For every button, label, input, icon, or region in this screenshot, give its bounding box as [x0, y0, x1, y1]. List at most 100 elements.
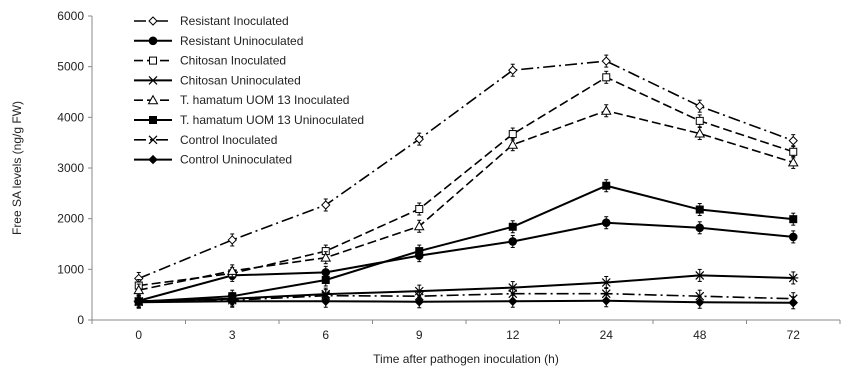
legend-label: T. hamatum UOM 13 Uninoculated — [180, 113, 364, 127]
legend-label: Resistant Inoculated — [180, 14, 289, 28]
legend-item-3: Chitosan Uninoculated — [134, 73, 301, 87]
series-line — [138, 109, 794, 291]
x-tick-label: 72 — [787, 328, 801, 342]
y-tick-label: 1000 — [57, 262, 84, 276]
y-tick-label: 2000 — [57, 212, 84, 226]
data-point — [508, 289, 518, 299]
y-axis-title: Free SA levels (ng/g FW) — [10, 101, 24, 235]
data-point — [695, 116, 704, 125]
legend-label: Resistant Uninoculated — [180, 34, 303, 48]
data-point — [414, 297, 424, 307]
data-point — [134, 297, 144, 307]
data-point — [695, 101, 705, 111]
data-point — [508, 296, 518, 306]
data-point — [601, 296, 611, 306]
data-point — [695, 297, 705, 307]
legend-item-4: T. hamatum UOM 13 Inoculated — [134, 93, 349, 107]
series-line — [138, 221, 794, 302]
legend-label: Control Uninoculated — [180, 153, 292, 167]
data-point — [414, 134, 424, 144]
data-point — [600, 105, 612, 115]
data-point — [508, 130, 517, 139]
axes: 0 1000 2000 3000 4000 5000 6000 0 3 6 9 12 24 48 72 — [57, 9, 841, 342]
legend-item-0: Resistant Inoculated — [134, 14, 289, 28]
data-point — [321, 296, 331, 306]
data-point — [789, 147, 798, 156]
series-line — [138, 299, 794, 304]
legend: Resistant Inoculated Resistant Uninoculat… — [134, 14, 364, 167]
series-line — [138, 60, 794, 280]
data-point — [602, 181, 611, 190]
series-2 — [134, 70, 798, 293]
legend-marker — [149, 116, 157, 124]
y-tick-label: 3000 — [57, 161, 84, 175]
legend-item-6: Control Inoculated — [134, 133, 277, 147]
x-tick-label: 48 — [693, 328, 707, 342]
series-0 — [134, 54, 798, 285]
legend-item-2: Chitosan Inoculated — [134, 54, 286, 68]
data-point — [321, 275, 330, 284]
legend-label: Chitosan Inoculated — [180, 54, 286, 68]
series-4 — [133, 104, 799, 297]
data-point — [601, 278, 612, 287]
legend-label: Control Inoculated — [180, 133, 277, 147]
y-axis-title-text: Free SA levels (ng/g FW) — [10, 101, 24, 235]
legend-item-7: Control Uninoculated — [134, 153, 292, 167]
data-point — [695, 223, 705, 233]
data-point — [320, 252, 332, 262]
x-tick-label: 9 — [416, 328, 423, 342]
x-tick-label: 3 — [229, 328, 236, 342]
data-point — [227, 296, 237, 306]
x-tick-label: 12 — [506, 328, 520, 342]
data-point — [227, 235, 237, 245]
y-tick-label: 6000 — [57, 9, 84, 23]
x-tick-label: 24 — [600, 328, 614, 342]
series-layer — [133, 54, 799, 310]
data-point — [788, 135, 798, 146]
data-point — [508, 65, 518, 75]
data-point — [508, 222, 517, 231]
data-point — [695, 205, 704, 214]
data-point — [789, 215, 798, 224]
data-point — [694, 270, 705, 280]
data-point — [601, 56, 611, 66]
data-point — [507, 139, 519, 149]
legend-marker — [148, 154, 158, 165]
data-point — [694, 128, 706, 138]
data-point — [321, 200, 331, 210]
legend-item-1: Resistant Uninoculated — [134, 34, 303, 48]
legend-label: T. hamatum UOM 13 Inoculated — [180, 93, 349, 107]
y-tick-label: 0 — [77, 313, 84, 327]
data-point — [508, 237, 518, 246]
series-line — [138, 76, 794, 287]
series-line — [138, 274, 794, 303]
y-tick-label: 4000 — [57, 110, 84, 124]
legend-item-5: T. hamatum UOM 13 Uninoculated — [134, 113, 364, 127]
legend-marker — [148, 36, 158, 46]
data-point — [787, 156, 799, 167]
data-point — [413, 220, 425, 231]
series-line — [138, 184, 794, 303]
data-point — [601, 218, 611, 228]
data-point — [788, 273, 799, 283]
data-point — [415, 247, 424, 256]
data-point — [226, 265, 238, 275]
data-point — [601, 289, 611, 299]
data-point — [788, 232, 798, 242]
series-7 — [134, 294, 798, 310]
legend-marker — [147, 94, 159, 105]
data-point — [133, 284, 145, 295]
legend-label: Chitosan Uninoculated — [180, 73, 301, 87]
x-axis-title: Time after pathogen inoculation (h) — [373, 352, 559, 366]
series-line — [138, 292, 794, 303]
legend-marker — [149, 56, 157, 65]
legend-marker — [148, 135, 158, 145]
legend-marker — [148, 75, 158, 85]
x-tick-label: 0 — [135, 328, 142, 342]
data-point — [602, 73, 611, 82]
data-point — [788, 298, 798, 308]
legend-marker — [148, 16, 158, 26]
x-tick-label: 6 — [322, 328, 329, 342]
y-tick-label: 5000 — [57, 60, 84, 74]
